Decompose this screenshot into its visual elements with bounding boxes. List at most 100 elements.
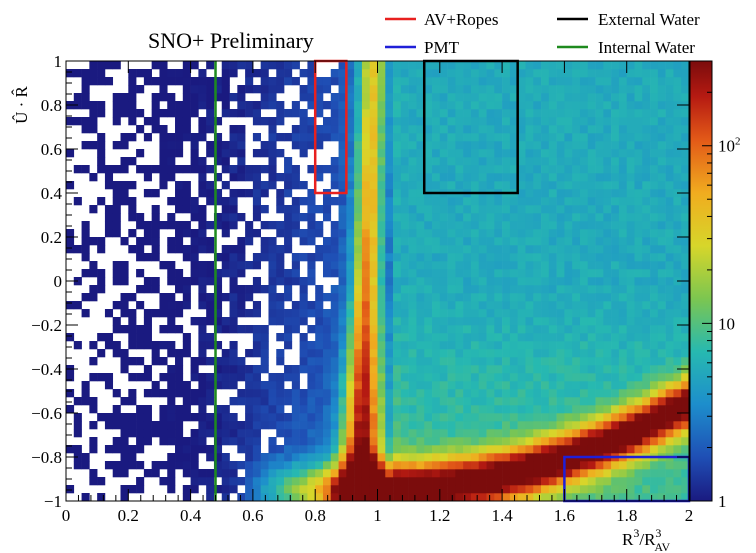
x-tick-label: 1.8 <box>616 506 637 525</box>
heatmap-cell <box>556 341 565 350</box>
heatmap-cell <box>229 357 238 366</box>
heatmap-cell <box>299 453 308 462</box>
heatmap-cell <box>494 285 503 294</box>
heatmap-cell <box>151 205 160 214</box>
heatmap-cell <box>502 109 511 118</box>
heatmap-cell <box>213 293 223 302</box>
heatmap-cell <box>634 77 643 86</box>
heatmap-cell <box>587 133 596 142</box>
heatmap-cell <box>447 221 456 230</box>
heatmap-cell <box>229 413 238 422</box>
heatmap-cell <box>657 325 666 334</box>
heatmap-cell <box>673 109 682 118</box>
heatmap-cell <box>299 389 308 398</box>
heatmap-cell <box>548 325 557 334</box>
heatmap-cell <box>455 269 464 278</box>
heatmap-cell <box>322 373 332 382</box>
heatmap-cell <box>400 117 409 126</box>
heatmap-cell <box>377 301 386 310</box>
heatmap-cell <box>245 469 254 478</box>
heatmap-cell <box>447 453 456 462</box>
heatmap-cell <box>322 101 332 110</box>
heatmap-cell <box>611 285 620 294</box>
heatmap-cell <box>361 285 371 294</box>
heatmap-cell <box>307 125 316 134</box>
heatmap-cell <box>533 117 542 126</box>
heatmap-cell <box>587 309 596 318</box>
heatmap-cell <box>128 93 137 102</box>
heatmap-cell <box>463 413 472 422</box>
heatmap-cell <box>541 317 550 326</box>
heatmap-cell <box>595 77 604 86</box>
heatmap-cell <box>221 69 230 78</box>
heatmap-cell <box>673 429 682 438</box>
heatmap-cell <box>400 213 409 222</box>
heatmap-cell <box>276 413 285 422</box>
heatmap-cell <box>400 149 409 158</box>
heatmap-cell <box>650 141 659 150</box>
heatmap-cell <box>408 485 417 494</box>
heatmap-cell <box>198 445 207 454</box>
heatmap-cell <box>650 213 659 222</box>
heatmap-cell <box>182 453 191 462</box>
heatmap-cell <box>416 485 425 494</box>
heatmap-cell <box>509 445 518 454</box>
heatmap-cell <box>548 165 557 174</box>
heatmap-cell <box>502 229 511 238</box>
heatmap-cell <box>650 301 659 310</box>
heatmap-cell <box>307 229 316 238</box>
heatmap-cell <box>112 93 121 102</box>
heatmap-cell <box>73 117 82 126</box>
heatmap-cell <box>151 429 160 438</box>
heatmap-cell <box>626 357 635 366</box>
heatmap-cell <box>478 125 487 134</box>
heatmap-cell <box>564 133 573 142</box>
heatmap-cell <box>533 101 542 110</box>
heatmap-cell <box>579 413 589 422</box>
heatmap-cell <box>136 341 145 350</box>
heatmap-cell <box>128 413 137 422</box>
heatmap-cell <box>447 269 456 278</box>
heatmap-cell <box>439 165 448 174</box>
heatmap-cell <box>541 245 550 254</box>
heatmap-cell <box>626 485 635 494</box>
heatmap-cell <box>424 437 433 446</box>
heatmap-cell <box>634 365 643 374</box>
heatmap-cell <box>579 245 589 254</box>
heatmap-cell <box>66 301 75 310</box>
heatmap-cell <box>307 205 316 214</box>
heatmap-cell <box>175 445 184 454</box>
heatmap-cell <box>548 101 557 110</box>
heatmap-cell <box>385 413 394 422</box>
heatmap-cell <box>338 421 347 430</box>
heatmap-cell <box>151 349 160 358</box>
heatmap-cell <box>424 261 433 270</box>
heatmap-cell <box>276 405 285 414</box>
heatmap-cell <box>681 141 689 150</box>
heatmap-cell <box>424 165 433 174</box>
heatmap-cell <box>361 429 371 438</box>
heatmap-cell <box>354 301 363 310</box>
heatmap-cell <box>665 141 674 150</box>
heatmap-cell <box>525 93 534 102</box>
heatmap-cell <box>245 373 254 382</box>
heatmap-cell <box>408 85 417 94</box>
heatmap-cell <box>502 493 511 501</box>
heatmap-cell <box>509 469 518 478</box>
heatmap-cell <box>198 85 207 94</box>
heatmap-cell <box>548 389 557 398</box>
heatmap-cell <box>198 205 207 214</box>
heatmap-cell <box>120 485 129 494</box>
heatmap-cell <box>322 77 332 86</box>
heatmap-cell <box>346 277 355 286</box>
heatmap-cell <box>307 85 316 94</box>
heatmap-cell <box>89 285 98 294</box>
heatmap-cell <box>143 429 152 438</box>
heatmap-cell <box>564 109 573 118</box>
heatmap-cell <box>229 133 238 142</box>
heatmap-cell <box>213 413 223 422</box>
heatmap-cell <box>595 149 604 158</box>
heatmap-cell <box>579 213 589 222</box>
heatmap-cell <box>408 365 417 374</box>
heatmap-cell <box>400 173 409 182</box>
